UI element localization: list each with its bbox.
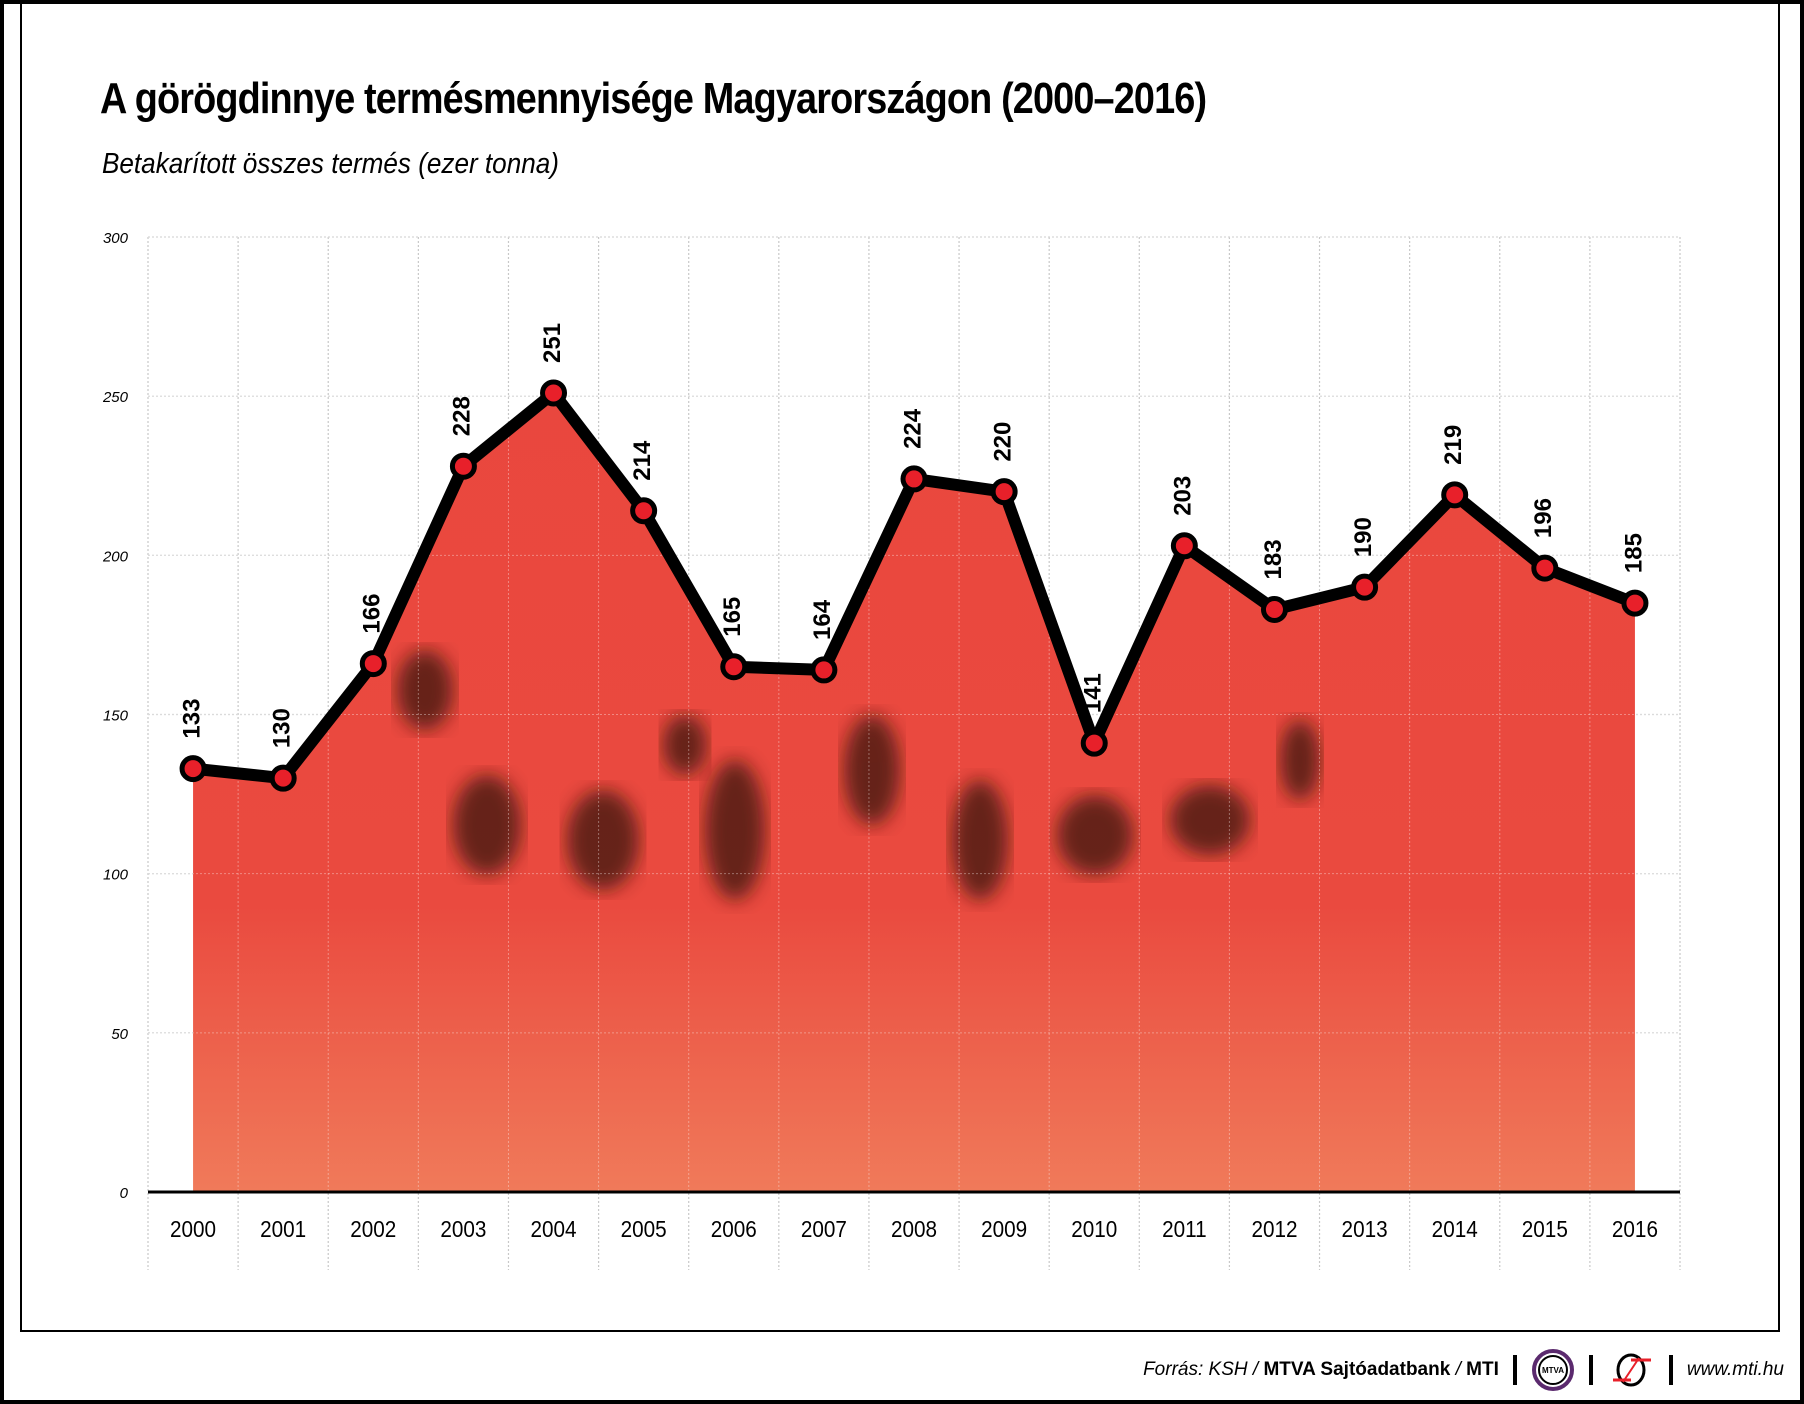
data-label: 220 bbox=[989, 422, 1016, 462]
data-label: 183 bbox=[1260, 539, 1287, 579]
x-tick-label: 2014 bbox=[1432, 1216, 1478, 1242]
seed bbox=[397, 650, 453, 730]
data-label: 251 bbox=[539, 323, 566, 363]
y-tick-label: 200 bbox=[102, 548, 129, 565]
data-label: 190 bbox=[1350, 517, 1377, 557]
chart-title: A görögdinnye termésmennyisége Magyarors… bbox=[100, 74, 1207, 123]
source-text: Forrás: KSH / MTVA Sajtóadatbank / MTI bbox=[1143, 1359, 1499, 1380]
x-tick-label: 2007 bbox=[801, 1216, 847, 1242]
y-tick-label: 250 bbox=[102, 389, 129, 406]
data-label: 185 bbox=[1620, 533, 1647, 573]
data-point bbox=[359, 650, 387, 678]
data-point bbox=[1621, 589, 1649, 617]
data-point bbox=[1080, 729, 1108, 757]
data-point bbox=[449, 452, 477, 480]
data-point bbox=[1260, 595, 1288, 623]
divider bbox=[1588, 1355, 1593, 1385]
data-label: 165 bbox=[719, 597, 746, 637]
seed bbox=[705, 760, 765, 900]
website-link[interactable]: www.mti.hu bbox=[1686, 1359, 1784, 1380]
data-point bbox=[1351, 573, 1379, 601]
x-tick-label: 2013 bbox=[1342, 1216, 1388, 1242]
divider bbox=[1668, 1355, 1673, 1385]
data-label: 196 bbox=[1530, 498, 1557, 538]
data-point bbox=[540, 379, 568, 407]
footer: Forrás: KSH / MTVA Sajtóadatbank / MTI M… bbox=[1143, 1349, 1784, 1391]
data-label: 130 bbox=[269, 708, 296, 748]
x-tick-label: 2003 bbox=[440, 1216, 486, 1242]
seed bbox=[1280, 720, 1320, 800]
x-tick-label: 2001 bbox=[260, 1216, 306, 1242]
chart-subtitle: Betakarított összes termés (ezer tonna) bbox=[102, 148, 559, 180]
seed bbox=[663, 715, 707, 775]
x-tick-label: 2016 bbox=[1612, 1216, 1658, 1242]
data-label: 214 bbox=[629, 440, 656, 481]
data-point bbox=[900, 465, 928, 493]
x-tick-label: 2000 bbox=[170, 1216, 216, 1242]
mti-logo bbox=[1612, 1353, 1651, 1387]
data-point bbox=[1441, 481, 1469, 509]
y-tick-label: 100 bbox=[103, 867, 129, 884]
seed bbox=[453, 775, 521, 875]
y-tick-label: 50 bbox=[111, 1026, 128, 1043]
data-point bbox=[1170, 532, 1198, 560]
x-tick-label: 2008 bbox=[891, 1216, 937, 1242]
data-point bbox=[720, 653, 748, 681]
data-point bbox=[269, 764, 297, 792]
data-point bbox=[810, 656, 838, 684]
data-label: 228 bbox=[449, 396, 476, 436]
data-point bbox=[630, 497, 658, 525]
data-point bbox=[179, 755, 207, 783]
x-tick-label: 2011 bbox=[1162, 1216, 1207, 1242]
x-tick-label: 2005 bbox=[621, 1216, 667, 1242]
data-label: 164 bbox=[809, 599, 836, 640]
data-label: 133 bbox=[178, 699, 205, 739]
y-tick-label: 300 bbox=[103, 230, 129, 247]
svg-text:MTVA: MTVA bbox=[1542, 1366, 1564, 1375]
x-tick-label: 2006 bbox=[711, 1216, 757, 1242]
data-label: 224 bbox=[899, 408, 926, 449]
mtva-logo: MTVA bbox=[1531, 1349, 1574, 1391]
seed bbox=[1170, 785, 1250, 855]
data-label: 203 bbox=[1170, 476, 1197, 516]
data-point bbox=[990, 478, 1018, 506]
x-tick-label: 2015 bbox=[1522, 1216, 1568, 1242]
x-tick-label: 2012 bbox=[1251, 1216, 1297, 1242]
seed bbox=[844, 715, 900, 825]
x-tick-label: 2010 bbox=[1071, 1216, 1117, 1242]
y-tick-label: 150 bbox=[103, 708, 129, 725]
x-tick-label: 2002 bbox=[350, 1216, 396, 1242]
x-tick-label: 2004 bbox=[531, 1216, 577, 1242]
data-point bbox=[1531, 554, 1559, 582]
data-label: 141 bbox=[1080, 673, 1107, 713]
y-tick-label: 0 bbox=[120, 1185, 129, 1202]
seed bbox=[952, 780, 1008, 900]
divider bbox=[1512, 1355, 1517, 1385]
seed bbox=[1057, 795, 1133, 875]
chart-frame bbox=[20, 0, 1780, 1332]
x-tick-label: 2009 bbox=[981, 1216, 1027, 1242]
seed bbox=[567, 790, 639, 890]
data-label: 219 bbox=[1440, 425, 1467, 465]
data-label: 166 bbox=[359, 594, 386, 634]
